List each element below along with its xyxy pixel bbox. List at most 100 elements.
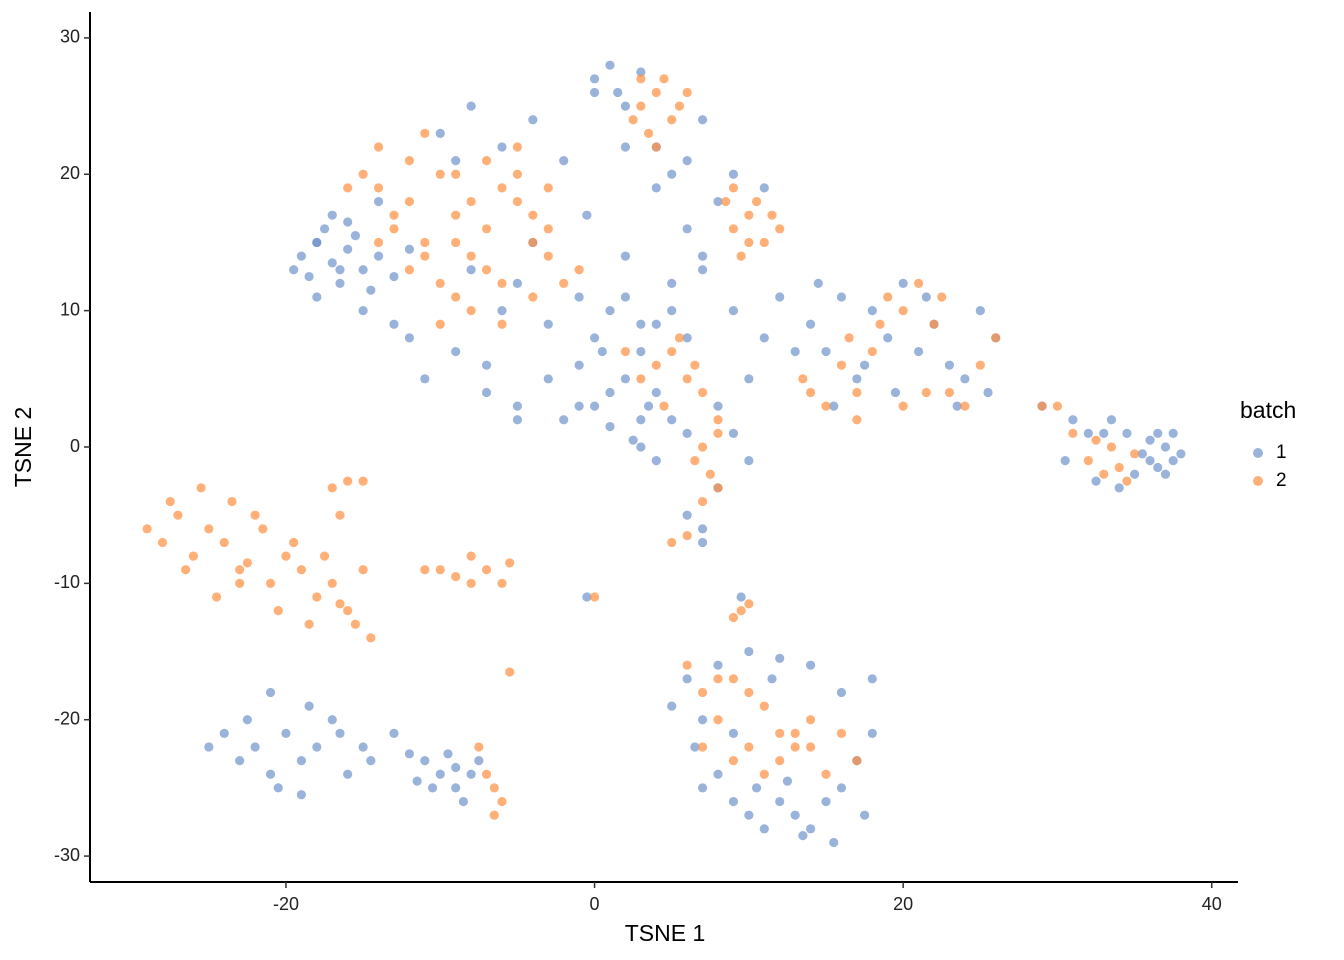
point xyxy=(852,756,862,766)
point xyxy=(697,715,708,725)
point xyxy=(836,292,847,302)
point xyxy=(582,210,592,220)
point xyxy=(589,592,600,602)
point xyxy=(667,346,677,357)
point xyxy=(759,333,769,343)
point xyxy=(697,742,708,752)
y-tick-label: -10 xyxy=(54,572,80,592)
point xyxy=(281,551,291,561)
point xyxy=(713,415,723,425)
point xyxy=(1083,456,1093,466)
point xyxy=(713,401,723,411)
point xyxy=(821,346,831,357)
point xyxy=(528,210,538,220)
point xyxy=(1153,462,1163,473)
point xyxy=(1168,428,1178,438)
point xyxy=(1106,442,1117,452)
point xyxy=(751,783,762,793)
point xyxy=(805,715,816,725)
point xyxy=(412,776,422,786)
point xyxy=(451,169,461,179)
point xyxy=(898,306,908,316)
point xyxy=(913,278,924,288)
point xyxy=(250,742,260,752)
point xyxy=(435,169,445,179)
point xyxy=(674,101,685,111)
point xyxy=(343,244,353,254)
point xyxy=(389,210,399,220)
point xyxy=(852,415,862,425)
point xyxy=(358,265,368,275)
point xyxy=(775,292,785,302)
point xyxy=(829,837,839,848)
point xyxy=(1068,428,1078,438)
point xyxy=(366,285,376,295)
point xyxy=(836,783,847,793)
point xyxy=(713,660,723,670)
point xyxy=(697,442,708,452)
y-tick-label: 30 xyxy=(60,27,80,47)
point xyxy=(867,728,877,738)
point xyxy=(451,762,461,773)
x-tick-label: -20 xyxy=(273,894,299,914)
point xyxy=(813,278,823,288)
point xyxy=(744,374,754,384)
point xyxy=(883,333,893,343)
point xyxy=(219,728,229,738)
point xyxy=(265,578,276,588)
point xyxy=(682,156,692,166)
point xyxy=(466,251,476,261)
point xyxy=(466,578,476,588)
point xyxy=(543,224,553,234)
plot-area xyxy=(142,60,1186,848)
point xyxy=(1091,476,1101,486)
point xyxy=(1114,462,1124,473)
x-tick-label: 0 xyxy=(590,894,600,914)
point xyxy=(960,401,970,411)
point xyxy=(975,306,985,316)
point xyxy=(304,619,314,629)
y-tick-label: 10 xyxy=(60,299,80,319)
point xyxy=(875,319,885,329)
point xyxy=(667,415,677,425)
point xyxy=(451,237,461,248)
point xyxy=(451,783,461,793)
point xyxy=(728,728,739,738)
point xyxy=(1114,483,1124,493)
point xyxy=(921,292,931,302)
point xyxy=(204,742,214,752)
point xyxy=(782,776,793,786)
point xyxy=(790,742,800,752)
point xyxy=(983,387,993,398)
point xyxy=(744,810,754,820)
point xyxy=(404,749,415,759)
point xyxy=(759,237,769,248)
point xyxy=(173,510,183,520)
legend-marker xyxy=(1253,476,1263,486)
point xyxy=(1106,415,1117,425)
point xyxy=(265,687,276,698)
point xyxy=(582,592,592,602)
point xyxy=(481,156,492,166)
point xyxy=(250,510,260,520)
point xyxy=(296,251,306,261)
point xyxy=(350,619,360,629)
point xyxy=(435,565,445,575)
point xyxy=(481,387,492,398)
point xyxy=(235,578,245,588)
point xyxy=(697,265,708,275)
point xyxy=(543,374,553,384)
point xyxy=(636,319,646,329)
point xyxy=(466,306,476,316)
point xyxy=(512,415,523,425)
point xyxy=(728,224,739,234)
point xyxy=(373,237,384,248)
point xyxy=(682,374,692,384)
point xyxy=(289,265,299,275)
point xyxy=(559,278,569,288)
point xyxy=(713,715,723,725)
point xyxy=(829,401,839,411)
point xyxy=(697,496,708,507)
point xyxy=(659,401,669,411)
point xyxy=(913,346,924,357)
